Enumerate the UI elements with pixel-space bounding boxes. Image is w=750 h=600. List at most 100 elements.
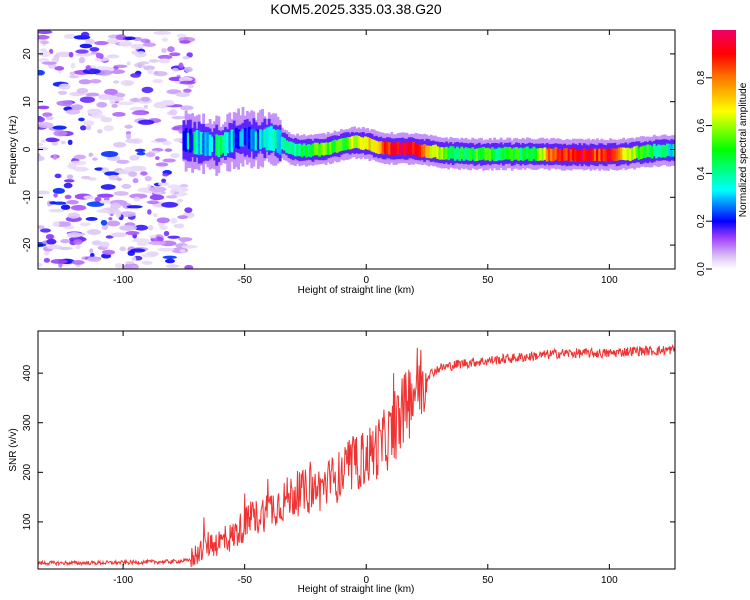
noise-speck [53,193,58,198]
noise-speck [161,140,172,146]
noise-speck [167,235,181,239]
noise-speck [66,174,74,180]
ridge-cell [224,132,227,157]
noise-speck [134,62,145,68]
ridge-cell [561,149,564,162]
ridge-cell [331,140,335,154]
noise-speck [106,220,121,227]
ridge-cell [418,144,422,157]
spectrogram-xtick-label: 50 [482,275,494,286]
noise-speck [147,209,152,215]
noise-speck [107,37,119,44]
ridge-cell [528,148,532,161]
ridge-cell [578,149,582,162]
ridge-cell [265,127,269,151]
ridge-cell [491,147,494,160]
noise-speck [124,81,133,86]
ridge-cell [668,143,672,157]
spectrogram-ytick-label: -10 [22,190,33,205]
noise-speck [143,65,155,71]
ridge-cell [666,143,669,157]
ridge-cell [311,143,315,156]
ridge-cell [329,142,332,155]
noise-speck [116,159,130,164]
ridge-cell [307,144,311,157]
noise-speck [43,257,51,263]
noise-speck [134,148,146,153]
ridge-cell [353,135,356,149]
ridge-cell [287,141,291,154]
noise-speck [149,234,157,239]
noise-speck [83,120,95,126]
noise-speck [68,51,74,58]
noise-speck [113,191,129,196]
noise-speck [38,58,50,63]
noise-speck [179,249,186,253]
noise-speck [78,56,86,64]
ridge-cell [606,148,610,161]
colorbar-tick-label: 0.4 [696,166,707,180]
ridge-cell [646,144,650,157]
ridge-cell [641,145,645,159]
ridge-cell [243,127,247,146]
noise-speck [66,232,83,238]
ridge-cell [582,148,586,161]
noise-speck [38,34,50,40]
noise-speck [117,101,135,106]
ridge-cell [652,143,656,157]
ridge-cell [447,147,451,161]
noise-speck [133,196,141,202]
noise-speck [145,152,156,158]
noise-speck [40,139,46,143]
noise-speck [155,138,167,142]
ridge-cell [455,146,459,160]
noise-speck [164,148,173,152]
noise-speck [127,250,136,256]
ridge-cell [497,147,501,160]
noise-speck [183,66,193,73]
ridge-cell [313,142,317,156]
ridge-cell [215,134,219,156]
noise-speck [108,67,115,72]
snr-ytick-label: 400 [22,364,33,381]
noise-speck [38,69,45,76]
snr-xtick-label: 0 [363,575,369,586]
noise-speck [101,224,109,231]
noise-speck [171,116,185,120]
noise-speck [129,154,140,161]
ridge-cell [263,128,267,148]
ridge-cell [458,148,461,161]
ridge-cell [237,129,240,149]
ridge-cell [189,128,192,153]
noise-speck [157,54,173,60]
ridge-cell [482,146,486,160]
ridge-cell [256,129,260,150]
noise-speck [142,42,156,47]
ridge-cell [294,143,297,157]
ridge-cell [320,142,324,156]
ridge-cell [639,146,643,159]
spectrogram-xtick-label: 100 [601,275,618,286]
spectrogram-ridge [182,107,675,176]
noise-speck [52,221,60,227]
ridge-cell [234,128,238,148]
ridge-cell [506,147,510,160]
ridge-cell [515,147,518,160]
snr-frame [37,330,676,570]
noise-speck [106,54,120,59]
noise-speck [94,66,112,71]
noise-speck [67,139,73,146]
noise-speck [67,212,81,219]
ridge-cell [250,129,254,150]
ridge-cell [368,137,372,151]
ridge-cell [563,148,567,161]
noise-speck [137,119,155,125]
noise-speck [100,219,108,226]
ridge-cell [375,140,378,154]
noise-speck [136,151,146,156]
ridge-cell [357,135,361,149]
noise-speck [179,80,196,85]
noise-speck [38,105,50,110]
ridge-cell [547,147,551,161]
figure-title: KOM5.2025.335.03.38.G20 [270,1,441,17]
